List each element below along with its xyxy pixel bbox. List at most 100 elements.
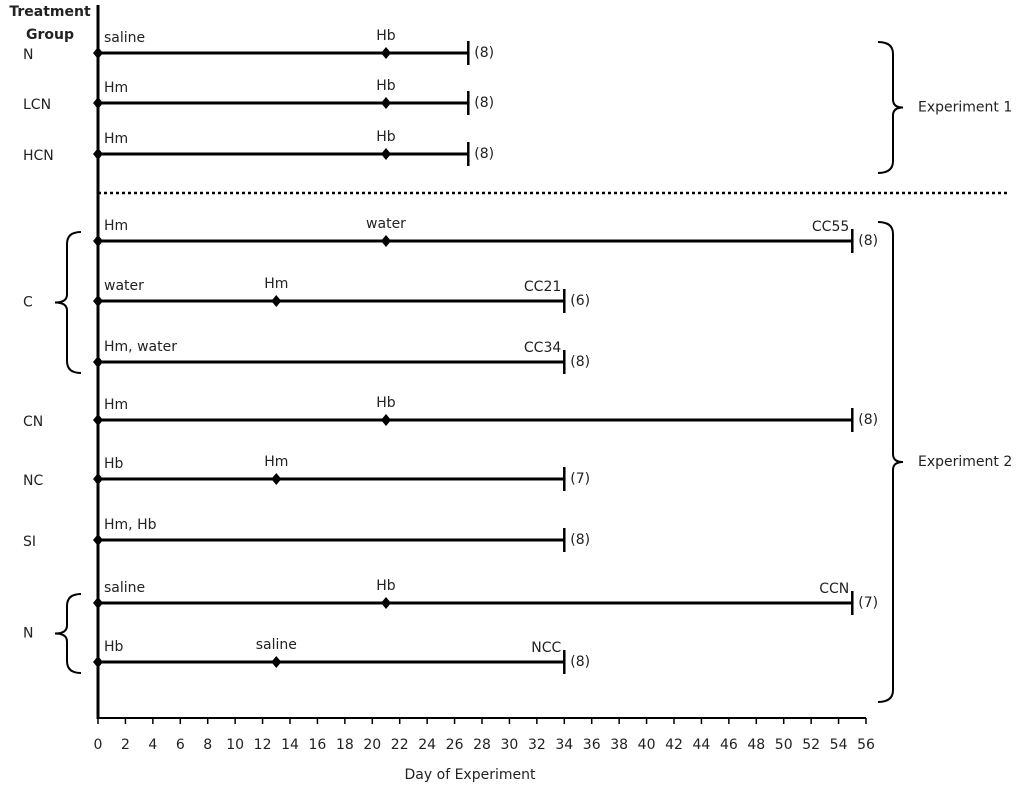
start-label: Hb <box>104 456 124 472</box>
tick-label: 42 <box>665 737 683 753</box>
group-label: CN <box>23 414 43 430</box>
sample-size: (8) <box>570 354 590 370</box>
tick-label: 46 <box>720 737 738 753</box>
end-label: CC34 <box>524 340 561 356</box>
tick-label: 16 <box>309 737 327 753</box>
event-marker <box>93 473 103 485</box>
tick-label: 4 <box>148 737 157 753</box>
start-label: Hm <box>104 131 128 147</box>
experiment-label: Experiment 1 <box>918 100 1012 116</box>
tick-label: 26 <box>446 737 464 753</box>
tick-label: 34 <box>555 737 573 753</box>
tick-label: 10 <box>226 737 244 753</box>
sample-size: (8) <box>474 95 494 111</box>
event-marker <box>93 414 103 426</box>
tick-label: 14 <box>281 737 299 753</box>
tick-label: 20 <box>363 737 381 753</box>
sample-size: (8) <box>858 412 878 428</box>
group-label: NC <box>23 473 43 489</box>
event-marker <box>93 656 103 668</box>
event-marker <box>93 295 103 307</box>
sample-size: (7) <box>858 595 878 611</box>
group-bracket <box>54 593 82 674</box>
tick-label: 2 <box>121 737 130 753</box>
group-label: LCN <box>23 97 51 113</box>
tick-label: 36 <box>583 737 601 753</box>
event-label: Hm <box>264 276 288 292</box>
group-label: N <box>23 47 33 63</box>
event-label: Hb <box>376 395 396 411</box>
event-marker <box>93 148 103 160</box>
event-label: Hb <box>376 28 396 44</box>
axis-title: Day of Experiment <box>405 767 536 783</box>
event-label: Hb <box>376 129 396 145</box>
group-label: N <box>23 626 33 642</box>
event-marker <box>381 97 391 109</box>
tick-label: 30 <box>501 737 519 753</box>
event-marker <box>93 356 103 368</box>
tick-label: 38 <box>610 737 628 753</box>
tick-label: 40 <box>638 737 656 753</box>
experiment-bracket <box>877 41 904 174</box>
event-label: Hm <box>264 454 288 470</box>
event-marker <box>93 97 103 109</box>
sample-size: (6) <box>570 293 590 309</box>
event-label: Hb <box>376 78 396 94</box>
group-label: C <box>23 295 33 311</box>
tick-label: 56 <box>857 737 875 753</box>
group-bracket <box>54 231 82 374</box>
end-label: CC55 <box>812 219 849 235</box>
tick-label: 0 <box>94 737 103 753</box>
end-label: CC21 <box>524 279 561 295</box>
event-marker <box>93 534 103 546</box>
group-label: HCN <box>23 148 54 164</box>
experiment-bracket <box>877 221 904 703</box>
event-marker <box>381 414 391 426</box>
group-label: SI <box>23 534 36 550</box>
sample-size: (8) <box>474 146 494 162</box>
tick-label: 48 <box>747 737 765 753</box>
tick-label: 22 <box>391 737 409 753</box>
tick-label: 54 <box>830 737 848 753</box>
start-label: Hb <box>104 639 124 655</box>
start-label: saline <box>104 580 145 596</box>
sample-size: (7) <box>570 471 590 487</box>
event-marker <box>93 235 103 247</box>
start-label: Hm <box>104 218 128 234</box>
tick-label: 6 <box>176 737 185 753</box>
end-label: CCN <box>819 581 849 597</box>
event-marker <box>381 47 391 59</box>
tick-label: 28 <box>473 737 491 753</box>
tick-label: 44 <box>693 737 711 753</box>
start-label: water <box>104 278 144 294</box>
event-marker <box>271 656 282 668</box>
experiment-label: Experiment 2 <box>918 454 1012 470</box>
event-marker <box>381 235 391 247</box>
sample-size: (8) <box>474 45 494 61</box>
event-marker <box>271 295 282 307</box>
start-label: Hm, water <box>104 339 177 355</box>
tick-label: 52 <box>802 737 820 753</box>
event-label: Hb <box>376 578 396 594</box>
start-label: Hm <box>104 80 128 96</box>
tick-label: 18 <box>336 737 354 753</box>
event-marker <box>93 597 103 609</box>
tick-label: 12 <box>254 737 272 753</box>
event-marker <box>271 473 282 485</box>
sample-size: (8) <box>570 532 590 548</box>
event-marker <box>381 148 391 160</box>
title-line: Group <box>26 27 74 43</box>
tick-label: 8 <box>203 737 212 753</box>
tick-label: 50 <box>775 737 793 753</box>
sample-size: (8) <box>858 233 878 249</box>
tick-label: 24 <box>418 737 436 753</box>
event-marker <box>93 47 103 59</box>
start-label: saline <box>104 30 145 46</box>
event-label: water <box>366 216 406 232</box>
end-label: NCC <box>531 640 561 656</box>
start-label: Hm <box>104 397 128 413</box>
start-label: Hm, Hb <box>104 517 157 533</box>
event-label: saline <box>256 637 297 653</box>
event-marker <box>381 597 391 609</box>
